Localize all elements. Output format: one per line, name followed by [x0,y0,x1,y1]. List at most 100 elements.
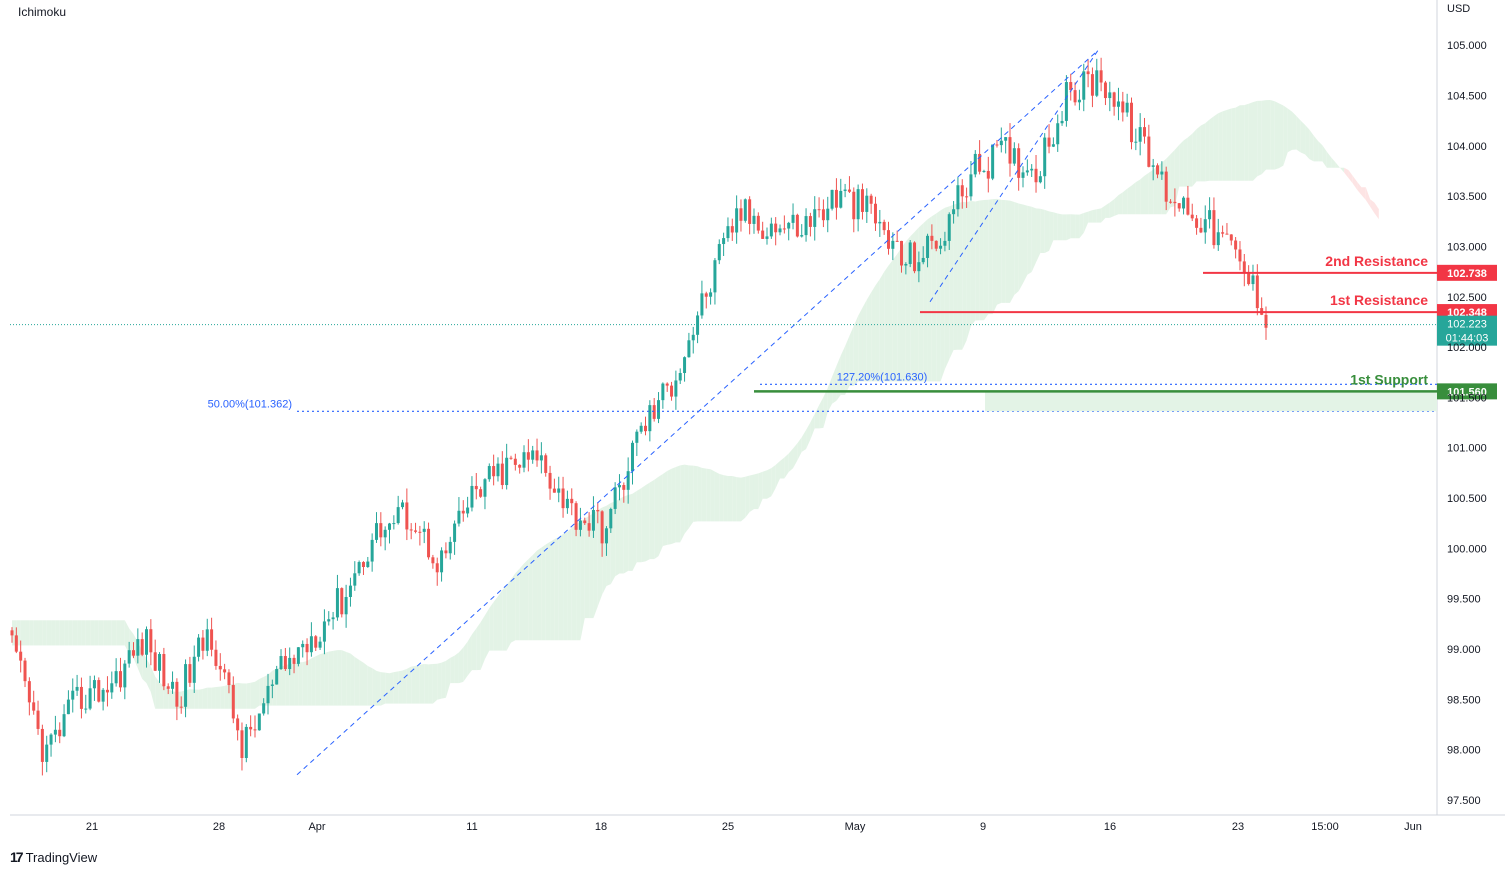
candle-body [726,226,730,239]
candle-body [1116,101,1120,107]
tradingview-brand[interactable]: 17 TradingView [10,849,97,865]
candle-body [717,244,721,261]
candle-body [856,189,860,220]
price-tick-label: 102.000 [1447,342,1487,354]
time-tick-label: Apr [308,821,325,833]
cloud-bullish [1300,120,1306,155]
cloud-bullish [645,482,650,562]
candle-body [1234,240,1238,250]
candle-body [1160,171,1164,175]
candle-body [709,292,713,297]
cloud-bullish [1148,169,1154,215]
cloud-bullish [302,661,308,706]
candle-body [1112,92,1116,107]
cloud-bullish [450,655,455,684]
cloud-bullish [51,620,56,646]
cloud-bullish [658,473,663,557]
candle-body [158,654,162,671]
price-tick-label: 97.500 [1447,795,1481,807]
cloud-bullish [1322,145,1327,168]
cloud-bullish [20,620,26,646]
cloud-bullish [1335,162,1340,168]
cloud-bullish [1287,108,1293,153]
cloud-bullish [163,686,169,709]
candle-body [496,463,500,477]
cloud-bullish [1079,212,1084,239]
candle-body [110,683,114,693]
candle-body [873,203,877,224]
cloud-bullish [1027,205,1032,275]
cloud-bullish [155,676,160,709]
support-1-price-tag-bg [1437,383,1497,400]
price-axis[interactable]: 97.500 98.000 98.500 99.000 99.500 100.000 100… [1447,40,1487,807]
candle-body [1147,136,1151,167]
indicator-legend[interactable]: Ichimoku [18,5,67,19]
cloud-bearish [1365,187,1371,207]
candle-body [114,671,118,684]
cloud-bullish [775,461,781,488]
cloud-bullish [732,475,737,522]
cloud-bullish [1023,204,1028,284]
candle-body [440,550,444,573]
resistance-1-label: 1st Resistance [1330,292,1428,308]
candle-body [804,216,808,236]
candle-body [561,488,565,509]
cloud-bullish [1174,144,1180,207]
candle-body [1086,71,1090,75]
candle-body [340,588,344,615]
candle-body [518,464,522,468]
cloud-bullish [415,664,420,704]
candle-body [53,729,57,735]
candle-body [830,189,834,209]
cloud-bearish [1348,169,1353,184]
candle-body [409,529,413,531]
cloud-bullish [771,464,776,497]
candle-body [305,643,309,653]
candle-body [479,489,483,497]
cloud-bullish [1270,100,1275,170]
cloud-bullish [215,686,221,709]
candle-body [1186,197,1190,215]
cloud-bullish [515,568,520,641]
candlesticks [10,57,1268,776]
candle-body [1051,144,1055,147]
cloud-bullish [550,539,555,641]
cloud-bullish [654,476,659,560]
candle-body [197,637,201,657]
cloud-bullish [168,688,173,709]
cloud-bullish [567,527,572,641]
candle-body [461,510,465,514]
cloud-bullish [363,662,368,706]
time-axis[interactable]: 21 28 Apr 11 18 25 May 9 16 23 15:00 Jun [86,821,1422,833]
cloud-bullish [1105,202,1110,218]
time-tick-label: 23 [1232,821,1244,833]
cloud-bullish [328,650,334,706]
candle-body [88,688,92,709]
candle-body [965,196,969,198]
cloud-bullish [467,634,472,676]
candle-body [401,502,405,508]
candle-body [253,729,257,731]
candle-body [526,452,530,460]
cloud-bullish [72,620,78,646]
cloud-bullish [68,620,73,646]
candle-body [617,485,621,488]
cloud-bullish [354,657,360,706]
candle-body [1099,70,1103,83]
candle-body [1008,137,1012,164]
candle-body [635,431,639,443]
cloud-bullish [1140,175,1145,215]
cloud-bullish [393,671,399,704]
candle-body [626,471,630,490]
cloud-bullish [983,199,989,321]
candle-body [1182,197,1186,209]
cloud-bullish [1222,109,1227,181]
candle-body [513,458,517,465]
cloud-bullish [693,465,698,522]
cloud-bullish [445,657,451,698]
price-tick-label: 101.500 [1447,392,1487,404]
candle-body [800,235,804,237]
cloud-bullish [589,513,594,619]
cloud-bullish [684,464,689,534]
